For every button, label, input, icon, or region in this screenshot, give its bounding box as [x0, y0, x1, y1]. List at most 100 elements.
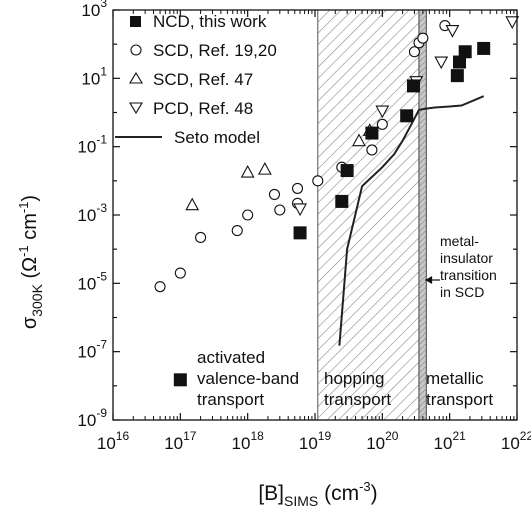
legend-label-seto-model: Seto model — [174, 128, 260, 147]
data-point-open-circle — [268, 188, 281, 200]
data-points — [154, 16, 520, 387]
data-point-open-circle — [154, 281, 166, 293]
y-tick-label-exp: -3 — [96, 201, 107, 215]
legend-item-pcd-ref48: PCD, Ref. 48 — [129, 99, 253, 118]
y-tick-label-base: 10 — [77, 206, 96, 225]
y-tick-label-exp: -5 — [96, 269, 107, 283]
data-point-open-triangle-down — [293, 203, 307, 217]
x-tick-label-base: 10 — [164, 434, 183, 453]
y-tick-label-base: 10 — [81, 1, 100, 20]
y-tick-label-exp: 1 — [100, 64, 107, 78]
y-tick-label-base: 10 — [81, 69, 100, 88]
y-tick-label-base: 10 — [77, 343, 96, 362]
annotation-mit-scd: metal-insulator transition in SCD — [440, 233, 497, 300]
legend-item-scd-ref1920: SCD, Ref. 19,20 — [130, 41, 277, 60]
x-tick-label: 1016 — [97, 429, 130, 453]
y-tick-label-base: 10 — [77, 274, 96, 293]
annotations: activated valence-band transport hopping tra… — [197, 233, 497, 409]
shaded-regions — [317, 9, 427, 421]
y-tick-label: 10-5 — [77, 269, 107, 293]
legend-item-ncd: NCD, this work — [130, 12, 267, 31]
y-tick-label: 10-7 — [77, 338, 107, 362]
x-axis-label-unit-open: (cm — [318, 482, 359, 505]
axes: 1016 1017 1018 1019 1020 1021 102210-910-710-5… — [77, 0, 531, 453]
data-point-filled-square — [340, 164, 354, 178]
x-tick-label: 1022 — [501, 429, 531, 453]
x-tick-label: 1019 — [299, 429, 332, 453]
y-tick-label-exp: -7 — [96, 338, 107, 352]
legend-item-scd-ref47: SCD, Ref. 47 — [129, 70, 253, 89]
x-tick-label-base: 10 — [501, 434, 520, 453]
y-axis-label: σ300K (Ω-1 cm-1) — [16, 195, 45, 329]
data-point-open-circle — [231, 225, 243, 237]
data-point-open-circle — [274, 204, 286, 216]
data-point-open-circle — [408, 46, 421, 58]
data-point-open-triangle-down — [445, 25, 460, 38]
annotation-mit-scd-line: metal- — [440, 233, 479, 249]
annotation-mit-arrow-head — [425, 276, 433, 284]
data-point-filled-square — [335, 194, 349, 208]
data-point-open-circle — [291, 182, 304, 194]
data-point-filled-square — [453, 55, 467, 69]
annotation-activated-transport-line: valence-band — [197, 369, 299, 388]
legend-marker-open-triangle-up — [129, 71, 143, 84]
x-tick-label-exp: 21 — [452, 429, 466, 443]
y-tick-label-exp: 3 — [100, 0, 107, 10]
legend-label-ncd: NCD, this work — [153, 12, 267, 31]
annotation-mit-scd-line: transition — [440, 267, 497, 283]
data-point-filled-square — [400, 109, 414, 123]
y-tick-label-base: 10 — [77, 411, 96, 430]
x-tick-label: 1021 — [434, 429, 467, 453]
y-axis-label-unit-exp1: -1 — [16, 245, 31, 257]
annotation-activated-transport-line: activated — [197, 348, 265, 367]
y-tick-label-exp: -1 — [96, 133, 107, 147]
x-tick-label-base: 10 — [299, 434, 318, 453]
data-point-open-triangle-down — [375, 105, 390, 119]
y-tick-label-exp: -9 — [96, 406, 107, 420]
data-point-open-triangle-down — [434, 56, 449, 70]
x-tick-label: 1018 — [232, 429, 265, 453]
data-point-open-circle — [417, 32, 429, 44]
y-axis-label-sub: 300K — [29, 283, 45, 316]
data-point-open-triangle-up — [185, 197, 200, 211]
data-point-filled-square — [293, 226, 307, 240]
data-point-open-circle — [366, 144, 378, 156]
y-axis-label-unit-open: (Ω — [19, 257, 41, 284]
y-tick-label: 10-3 — [77, 201, 107, 225]
y-tick-label: 10-9 — [77, 406, 107, 430]
data-point-open-triangle-up — [352, 133, 366, 147]
seto-model-line — [338, 95, 485, 346]
data-point-filled-square — [173, 373, 187, 387]
annotation-mit-scd-line: in SCD — [440, 284, 484, 300]
data-point-open-triangle-up — [257, 161, 272, 175]
x-tick-label-base: 10 — [434, 434, 453, 453]
annotation-activated-transport-line: transport — [197, 390, 264, 409]
x-tick-label-base: 10 — [366, 434, 385, 453]
x-tick-label-base: 10 — [97, 434, 116, 453]
x-tick-label-exp: 17 — [183, 429, 197, 443]
x-tick-label-exp: 16 — [116, 429, 130, 443]
legend-marker-filled-square — [130, 16, 141, 27]
x-tick-label: 1017 — [164, 429, 197, 453]
y-axis-label-main: σ — [19, 316, 41, 329]
annotation-activated-transport: activated valence-band transport — [197, 348, 299, 409]
y-tick-label-base: 10 — [77, 138, 96, 157]
data-point-open-circle — [174, 267, 186, 279]
x-axis-label-sub: SIMS — [284, 493, 318, 509]
legend-item-seto-model: Seto model — [115, 128, 260, 147]
x-axis-label-main: [B] — [258, 482, 284, 505]
data-point-filled-square — [406, 79, 420, 93]
y-axis-label-unit-close: ) — [19, 195, 41, 202]
region-hopping-transport — [317, 9, 420, 421]
y-axis-label-unit-mid: cm — [19, 213, 41, 245]
data-point-open-circle — [242, 209, 254, 221]
annotation-hopping-transport-line: transport — [324, 390, 391, 409]
x-tick-label-exp: 20 — [385, 429, 399, 443]
x-axis-label-unit-close: ) — [371, 482, 378, 505]
annotation-metallic-transport-line: metallic — [426, 369, 484, 388]
legend-marker-open-circle — [130, 44, 142, 56]
data-point-open-circle — [195, 231, 207, 244]
x-tick-label-base: 10 — [232, 434, 251, 453]
x-tick-label-exp: 22 — [520, 429, 531, 443]
